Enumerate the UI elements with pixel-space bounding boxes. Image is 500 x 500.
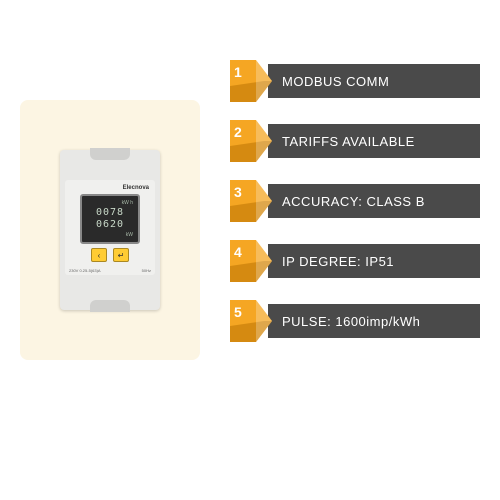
feature-label-1: MODBUS COMM — [268, 64, 480, 98]
feature-row-2: 2 TARIFFS AVAILABLE — [230, 120, 480, 162]
feature-row-5: 5 PULSE: 1600imp/kWh — [230, 300, 480, 342]
features-list: 1 MODBUS COMM 2 TARIFFS AVAILABLE 3 ACCU… — [230, 60, 480, 342]
feature-label-2: TARIFFS AVAILABLE — [268, 124, 480, 158]
device: Elecnova kW h 0078 0620 kW ‹ ↵ 230V 0.25… — [60, 150, 160, 310]
device-brand: Elecnova — [69, 184, 151, 192]
feature-badge-1: 1 — [230, 60, 272, 102]
feature-badge-4: 4 — [230, 240, 272, 282]
feature-label-5: PULSE: 1600imp/kWh — [268, 304, 480, 338]
device-enter-button: ↵ — [113, 248, 129, 262]
feature-label-3: ACCURACY: CLASS B — [268, 184, 480, 218]
lcd-screen: kW h 0078 0620 kW — [80, 194, 140, 244]
product-image-box: Elecnova kW h 0078 0620 kW ‹ ↵ 230V 0.25… — [20, 100, 200, 360]
feature-row-1: 1 MODBUS COMM — [230, 60, 480, 102]
feature-label-4: IP DEGREE: IP51 — [268, 244, 480, 278]
feature-row-4: 4 IP DEGREE: IP51 — [230, 240, 480, 282]
feature-row-3: 3 ACCURACY: CLASS B — [230, 180, 480, 222]
feature-badge-2: 2 — [230, 120, 272, 162]
feature-badge-5: 5 — [230, 300, 272, 342]
device-back-button: ‹ — [91, 248, 107, 262]
feature-badge-3: 3 — [230, 180, 272, 222]
